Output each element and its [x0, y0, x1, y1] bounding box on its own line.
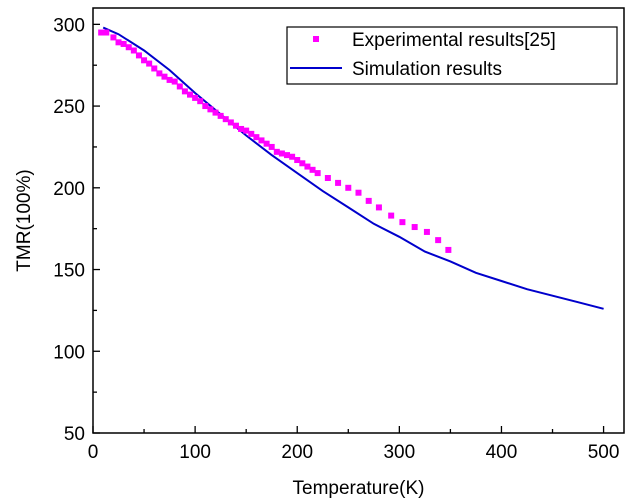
plot-area: [98, 26, 604, 310]
experimental-point: [156, 70, 163, 77]
experimental-point: [238, 125, 245, 132]
experimental-point: [411, 224, 418, 231]
legend-marker-experimental: [313, 36, 319, 42]
experimental-point: [135, 52, 142, 59]
x-tick-label: 300: [383, 442, 415, 463]
experimental-point: [120, 40, 127, 47]
simulation-line: [102, 26, 604, 310]
experimental-point: [304, 163, 311, 170]
experimental-point: [176, 83, 183, 90]
y-tick-label: 200: [53, 179, 85, 200]
experimental-point: [161, 73, 168, 80]
experimental-point: [435, 237, 442, 244]
experimental-point: [345, 184, 352, 191]
experimental-point: [187, 91, 194, 98]
experimental-point: [278, 150, 285, 157]
experimental-point: [309, 166, 316, 173]
x-axis-title: Temperature(K): [293, 478, 425, 499]
experimental-point: [284, 152, 291, 159]
x-tick-label: 500: [588, 442, 620, 463]
x-tick-label: 100: [179, 442, 211, 463]
experimental-point: [375, 204, 382, 211]
experimental-point: [181, 88, 188, 95]
experimental-point: [212, 109, 219, 116]
legend-box: [286, 26, 618, 85]
experimental-point: [365, 197, 372, 204]
experimental-point: [294, 157, 301, 164]
experimental-point: [335, 179, 342, 186]
experimental-point: [192, 94, 199, 101]
legend-label-simulation: Simulation results: [352, 59, 502, 80]
experimental-point: [388, 212, 395, 219]
experimental-point: [243, 127, 250, 134]
experimental-point: [151, 65, 158, 72]
experimental-point: [166, 76, 173, 83]
axis-ticks: 0 100 200 300 400 500 50 100 150 200 250 300: [53, 15, 619, 463]
plot-frame: [92, 7, 625, 434]
experimental-point: [207, 106, 214, 113]
experimental-point: [222, 116, 229, 123]
y-tick-label: 250: [53, 97, 85, 118]
experimental-point: [232, 122, 239, 129]
experimental-point: [399, 219, 406, 226]
y-axis-title: TMR(100%): [14, 169, 35, 271]
experimental-point: [130, 47, 137, 54]
experimental-point: [202, 103, 209, 110]
x-tick-label: 400: [486, 442, 518, 463]
experimental-point: [423, 228, 430, 235]
experimental-point: [98, 29, 105, 36]
experimental-point: [110, 34, 117, 41]
experimental-point: [268, 143, 275, 150]
experimental-point: [125, 44, 132, 51]
experimental-point: [103, 29, 110, 36]
y-tick-label: 150: [53, 261, 85, 282]
experimental-point: [355, 189, 362, 196]
experimental-point: [314, 170, 321, 177]
experimental-point: [263, 140, 270, 147]
experimental-point: [248, 130, 255, 137]
legend-label-experimental: Experimental results[25]: [352, 30, 556, 51]
experimental-point: [115, 39, 122, 46]
experimental-point: [445, 246, 452, 253]
experimental-point: [227, 119, 234, 126]
experimental-point: [141, 57, 148, 64]
legend: Experimental results[25] Simulation resu…: [286, 26, 618, 85]
y-tick-label: 100: [53, 342, 85, 363]
experimental-point: [258, 137, 265, 144]
x-tick-label: 200: [281, 442, 313, 463]
experimental-point: [299, 160, 306, 167]
x-tick-label: 0: [88, 442, 99, 463]
experimental-point: [273, 148, 280, 155]
experimental-point: [197, 98, 204, 105]
experimental-point: [324, 175, 331, 181]
experimental-point: [289, 153, 296, 160]
experimental-point: [253, 134, 260, 141]
y-tick-label: 50: [64, 424, 85, 445]
experimental-point: [217, 112, 224, 119]
experimental-point: [146, 60, 153, 67]
y-tick-label: 300: [53, 15, 85, 36]
experimental-point: [171, 78, 178, 85]
